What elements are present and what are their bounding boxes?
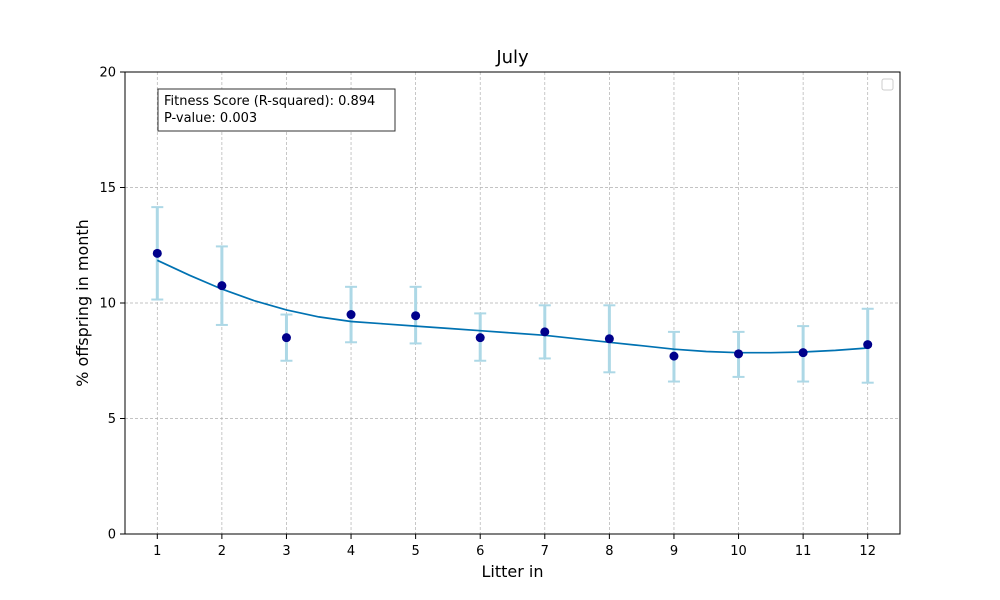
annotation-p-value: P-value: 0.003 [164, 111, 257, 126]
grid-lines [125, 71, 900, 535]
fit-annotation-box: Fitness Score (R-squared): 0.894 P-value… [157, 88, 396, 132]
x-tick-label: 10 [730, 544, 747, 559]
data-point [669, 351, 679, 361]
annotation-frame [157, 88, 396, 132]
y-axis-label: % offspring in month [73, 219, 92, 387]
fit-line-group [156, 259, 868, 354]
data-point [798, 348, 808, 358]
data-point [540, 327, 550, 337]
chart-title: July [495, 47, 529, 68]
data-point [346, 310, 356, 320]
fit-line [156, 259, 868, 354]
x-tick-label: 4 [347, 544, 355, 559]
x-tick-label: 2 [218, 544, 226, 559]
legend-box [881, 78, 894, 91]
data-point [152, 248, 162, 258]
data-point [217, 281, 227, 291]
data-point [734, 349, 744, 359]
data-point [475, 333, 485, 343]
x-tick-label: 6 [476, 544, 484, 559]
x-tick-label: 7 [541, 544, 549, 559]
x-tick-label: 11 [795, 544, 812, 559]
annotation-r-squared: Fitness Score (R-squared): 0.894 [164, 94, 375, 109]
data-point [604, 334, 614, 344]
y-tick-label: 10 [99, 297, 116, 312]
x-axis-label: Litter in [482, 562, 544, 581]
x-tick-label: 9 [670, 544, 678, 559]
x-tick-label: 5 [411, 544, 419, 559]
y-tick-label: 20 [99, 66, 116, 81]
data-points [152, 248, 873, 361]
x-tick-label: 12 [859, 544, 876, 559]
error-bars [151, 206, 874, 384]
y-tick-label: 15 [99, 181, 116, 196]
y-tick-label: 5 [108, 412, 116, 427]
data-point [281, 333, 291, 343]
x-tick-label: 8 [605, 544, 613, 559]
x-tick-label: 1 [153, 544, 161, 559]
data-point [411, 311, 421, 321]
data-point [863, 340, 873, 350]
y-tick-label: 0 [108, 528, 116, 543]
x-tick-label: 3 [282, 544, 290, 559]
